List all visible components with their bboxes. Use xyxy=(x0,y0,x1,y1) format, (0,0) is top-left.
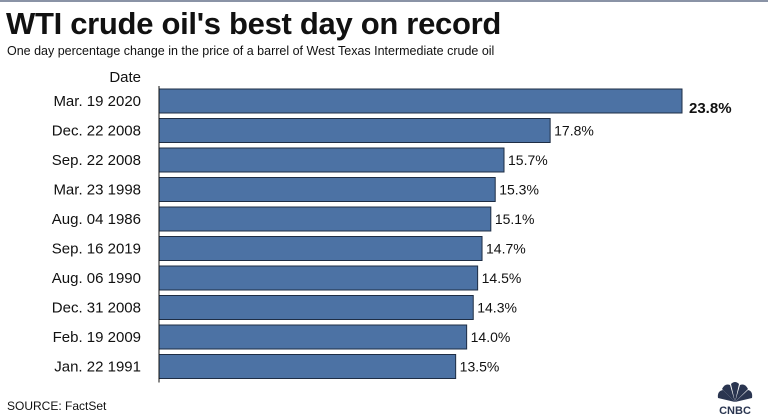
category-label-7: Dec. 31 2008 xyxy=(52,300,141,317)
source-note: SOURCE: FactSet xyxy=(7,399,107,413)
peacock-feathers xyxy=(716,382,754,404)
value-label-8: 14.0% xyxy=(471,329,511,345)
bar-8 xyxy=(158,324,468,350)
bar-1 xyxy=(158,118,551,143)
category-label-6: Aug. 06 1990 xyxy=(52,270,141,287)
value-label-2: 15.7% xyxy=(508,152,548,168)
bar-5 xyxy=(158,236,483,261)
bar-6 xyxy=(158,265,479,291)
bar-7 xyxy=(158,295,474,320)
value-label-1: 17.8% xyxy=(554,123,594,139)
category-header: Date xyxy=(109,69,141,86)
value-label-4: 15.1% xyxy=(495,211,535,227)
category-label-3: Mar. 23 1998 xyxy=(53,182,141,199)
bar-9 xyxy=(158,354,457,379)
value-label-3: 15.3% xyxy=(499,182,539,198)
top-frame-line xyxy=(0,0,768,2)
bar-0 xyxy=(158,88,683,114)
category-label-2: Sep. 22 2008 xyxy=(52,152,141,169)
category-label-5: Sep. 16 2019 xyxy=(52,241,141,258)
value-label-7: 14.3% xyxy=(477,300,517,316)
chart-subtitle: One day percentage change in the price o… xyxy=(7,44,495,58)
category-label-9: Jan. 22 1991 xyxy=(54,359,141,376)
chart-title: WTI crude oil's best day on record xyxy=(6,6,501,41)
bar-2 xyxy=(158,147,505,173)
category-label-1: Dec. 22 2008 xyxy=(52,123,141,140)
value-label-9: 13.5% xyxy=(460,359,500,375)
category-label-4: Aug. 04 1986 xyxy=(52,211,141,228)
logo-text: CNBC xyxy=(719,405,751,416)
value-label-0: 23.8% xyxy=(689,100,732,117)
category-label-8: Feb. 19 2009 xyxy=(53,329,141,346)
cnbc-peacock-logo-icon: CNBC xyxy=(716,382,754,416)
value-label-5: 14.7% xyxy=(486,241,526,257)
bar-4 xyxy=(158,206,492,232)
value-label-6: 14.5% xyxy=(482,270,522,286)
bar-3 xyxy=(158,177,496,202)
category-label-0: Mar. 19 2020 xyxy=(53,93,141,110)
